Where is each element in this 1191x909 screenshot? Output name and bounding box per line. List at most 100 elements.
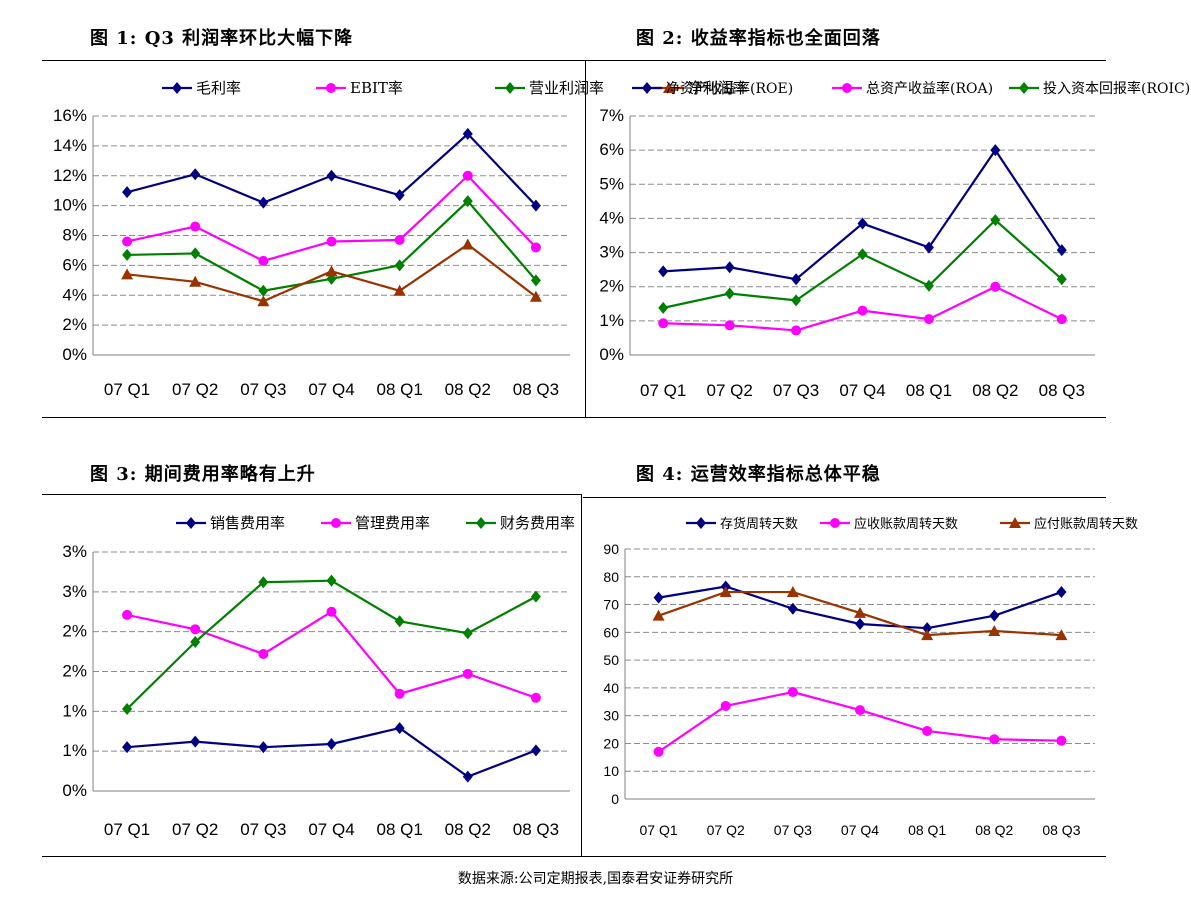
y-tick-label: 4% xyxy=(62,285,87,304)
y-tick-label: 0% xyxy=(62,781,87,800)
chart-1-title: 图 1: Q3 利润率环比大幅下降 xyxy=(90,28,354,49)
y-tick-label: 12% xyxy=(53,166,87,185)
series-line xyxy=(662,218,1063,309)
data-point xyxy=(325,265,338,277)
data-point xyxy=(652,609,665,621)
data-point xyxy=(530,744,541,757)
data-point xyxy=(990,214,1001,227)
y-tick-label: 30 xyxy=(603,708,619,724)
x-tick-label: 07 Q4 xyxy=(308,380,354,399)
series-line xyxy=(126,174,537,263)
x-tick-label: 07 Q1 xyxy=(640,822,678,838)
data-point xyxy=(326,737,337,750)
data-point xyxy=(1055,629,1068,641)
data-point xyxy=(122,248,133,261)
y-tick-label: 10 xyxy=(603,763,619,779)
data-point xyxy=(990,144,1001,157)
data-point xyxy=(989,609,1000,622)
legend-marker xyxy=(1009,517,1021,528)
y-tick-label: 1% xyxy=(62,741,87,760)
data-point xyxy=(394,259,405,272)
data-point xyxy=(923,314,934,325)
y-tick-label: 10% xyxy=(53,196,87,215)
y-tick-label: 3% xyxy=(62,582,87,601)
y-tick-label: 0% xyxy=(62,345,87,364)
y-tick-label: 14% xyxy=(53,136,87,155)
x-tick-label: 07 Q1 xyxy=(640,381,686,400)
y-tick-label: 1% xyxy=(599,311,624,330)
data-point xyxy=(787,602,798,615)
legend-marker xyxy=(331,518,341,528)
data-point xyxy=(190,636,201,649)
data-point xyxy=(855,705,865,716)
data-point xyxy=(787,687,798,698)
y-tick-label: 6% xyxy=(599,140,624,159)
legend-marker xyxy=(642,82,652,94)
legend-marker xyxy=(186,517,196,529)
legend-label: 应付账款周转天数 xyxy=(1034,516,1138,532)
data-point xyxy=(786,586,799,598)
y-tick-label: 70 xyxy=(603,597,619,613)
data-point xyxy=(854,606,866,618)
data-point xyxy=(791,273,802,286)
data-point xyxy=(461,238,474,250)
data-point xyxy=(462,627,473,640)
x-tick-label: 07 Q1 xyxy=(104,380,150,399)
y-tick-label: 4% xyxy=(599,208,624,227)
legend-label: 应收账款周转天数 xyxy=(854,516,958,532)
legend-marker xyxy=(830,518,840,528)
data-point xyxy=(658,301,669,314)
data-point xyxy=(190,221,201,232)
data-point xyxy=(394,688,405,699)
chart-4-title: 图 4: 运营效率指标总体平稳 xyxy=(636,464,881,485)
legend-label: 营业利润率 xyxy=(529,79,604,97)
data-point xyxy=(989,734,1000,745)
data-point xyxy=(857,248,868,261)
data-point xyxy=(658,318,669,329)
x-tick-label: 07 Q4 xyxy=(841,822,879,838)
data-point xyxy=(724,261,735,274)
legend-marker xyxy=(1019,82,1029,94)
data-point xyxy=(653,591,664,604)
data-point xyxy=(122,741,133,754)
data-point xyxy=(258,741,269,754)
y-tick-label: 8% xyxy=(62,226,87,245)
x-tick-label: 07 Q3 xyxy=(774,822,812,838)
x-tick-label: 07 Q2 xyxy=(172,380,218,399)
data-point xyxy=(190,168,201,181)
y-tick-label: 80 xyxy=(603,569,619,585)
data-point xyxy=(462,195,473,208)
data-point xyxy=(988,624,1001,636)
data-point xyxy=(724,287,735,300)
legend-label: 管理费用率 xyxy=(355,514,430,532)
data-point xyxy=(462,127,473,140)
legend-marker xyxy=(842,83,852,93)
data-point xyxy=(1056,586,1067,599)
y-tick-label: 3% xyxy=(599,243,624,262)
y-tick-label: 6% xyxy=(62,255,87,274)
y-tick-label: 90 xyxy=(603,541,619,557)
data-point xyxy=(855,618,865,630)
data-point xyxy=(462,770,473,783)
legend-marker xyxy=(326,83,336,93)
legend-marker xyxy=(696,517,706,529)
legend-marker xyxy=(663,82,675,93)
y-tick-label: 20 xyxy=(603,735,619,751)
data-point xyxy=(257,295,270,307)
x-tick-label: 07 Q3 xyxy=(240,820,286,839)
x-tick-label: 08 Q2 xyxy=(445,820,491,839)
data-point xyxy=(529,290,542,302)
bottom-right-top-border xyxy=(583,497,1106,498)
chart-2-return-rates: 0% 1% 2% 3% 4% 5% 6% 7% 07 Q1 07 Q2 07 Q3 07 Q4 08 Q… xyxy=(599,80,1190,400)
y-tick-label: 40 xyxy=(603,680,619,696)
x-tick-label: 08 Q3 xyxy=(1039,381,1085,400)
series-line xyxy=(126,726,537,778)
data-point xyxy=(190,735,201,748)
y-tick-label: 0 xyxy=(611,791,619,807)
data-point xyxy=(922,622,933,635)
data-point xyxy=(530,590,541,603)
x-tick-label: 08 Q1 xyxy=(906,381,952,400)
x-tick-label: 08 Q1 xyxy=(908,822,946,838)
data-point xyxy=(921,629,934,641)
data-point xyxy=(1056,314,1067,325)
